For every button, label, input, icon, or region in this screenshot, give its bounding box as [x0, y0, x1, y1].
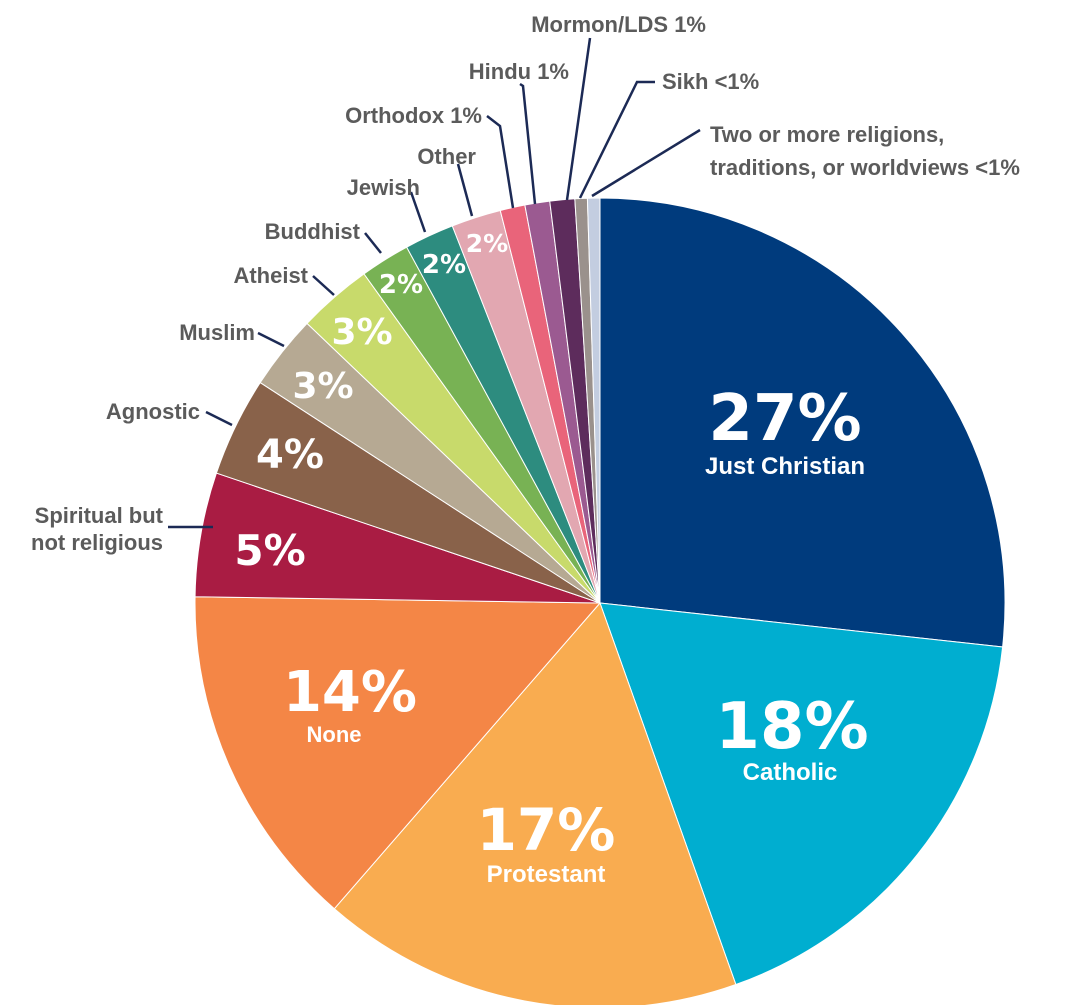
- label-catholic-name: Catholic: [743, 759, 838, 786]
- slice-none: [194, 596, 602, 910]
- label-none-name: None: [307, 722, 362, 747]
- outside-labels: Spiritual but not religious Agnostic Mus…: [31, 12, 1020, 555]
- label-mormon: Mormon/LDS 1%: [531, 12, 706, 37]
- leader-orthodox: [486, 115, 515, 209]
- pie-slices: [194, 197, 1006, 1005]
- leader-agnostic: [205, 410, 233, 427]
- label-hindu: Hindu 1%: [469, 59, 569, 84]
- label-just-christian-name: Just Christian: [705, 453, 865, 480]
- leader-hindu: [519, 82, 537, 205]
- label-spiritual-pct: 5%: [234, 526, 305, 575]
- label-orthodox: Orthodox 1%: [345, 103, 482, 128]
- slice-protestant: [333, 602, 737, 1005]
- label-catholic-pct: 18%: [715, 690, 868, 764]
- label-protestant-name: Protestant: [487, 861, 606, 888]
- label-jewish: Jewish: [347, 175, 420, 200]
- label-none-pct: 14%: [283, 660, 417, 725]
- label-muslim: Muslim: [179, 320, 255, 345]
- leader-jewish: [409, 191, 427, 233]
- label-spiritual-line2: not religious: [31, 530, 163, 555]
- label-other: Other: [417, 144, 476, 169]
- label-two-more-line1: Two or more religions,: [710, 122, 944, 147]
- label-two-more-line2: traditions, or worldviews <1%: [710, 155, 1020, 180]
- label-atheist-pct: 3%: [331, 312, 392, 353]
- leader-muslim: [257, 331, 285, 348]
- label-agnostic-pct: 4%: [256, 432, 324, 478]
- leader-lines: [168, 37, 701, 529]
- label-sikh: Sikh <1%: [662, 69, 759, 94]
- label-buddhist: Buddhist: [265, 219, 361, 244]
- label-just-christian-pct: 27%: [708, 382, 861, 456]
- slice-just-christian: [599, 197, 1006, 648]
- leader-atheist: [312, 275, 335, 296]
- label-protestant-pct: 17%: [477, 796, 616, 864]
- label-jewish-pct: 2%: [422, 250, 466, 280]
- label-spiritual-line1: Spiritual but: [35, 503, 164, 528]
- leader-mormon: [565, 37, 592, 201]
- label-buddhist-pct: 2%: [379, 270, 423, 300]
- leader-other: [456, 163, 474, 217]
- leader-buddhist: [364, 232, 382, 254]
- in-slice-labels: 27% Just Christian 18% Catholic 17% Prot…: [234, 229, 868, 888]
- label-muslim-pct: 3%: [292, 366, 353, 407]
- slice-catholic: [599, 602, 1004, 986]
- slice-two-or-more-religions-traditions-or-worldviews: [586, 197, 601, 604]
- label-atheist: Atheist: [233, 263, 308, 288]
- leader-two-more: [591, 128, 701, 198]
- leader-sikh: [578, 80, 655, 199]
- label-other-pct: 2%: [466, 229, 508, 258]
- label-agnostic: Agnostic: [106, 399, 200, 424]
